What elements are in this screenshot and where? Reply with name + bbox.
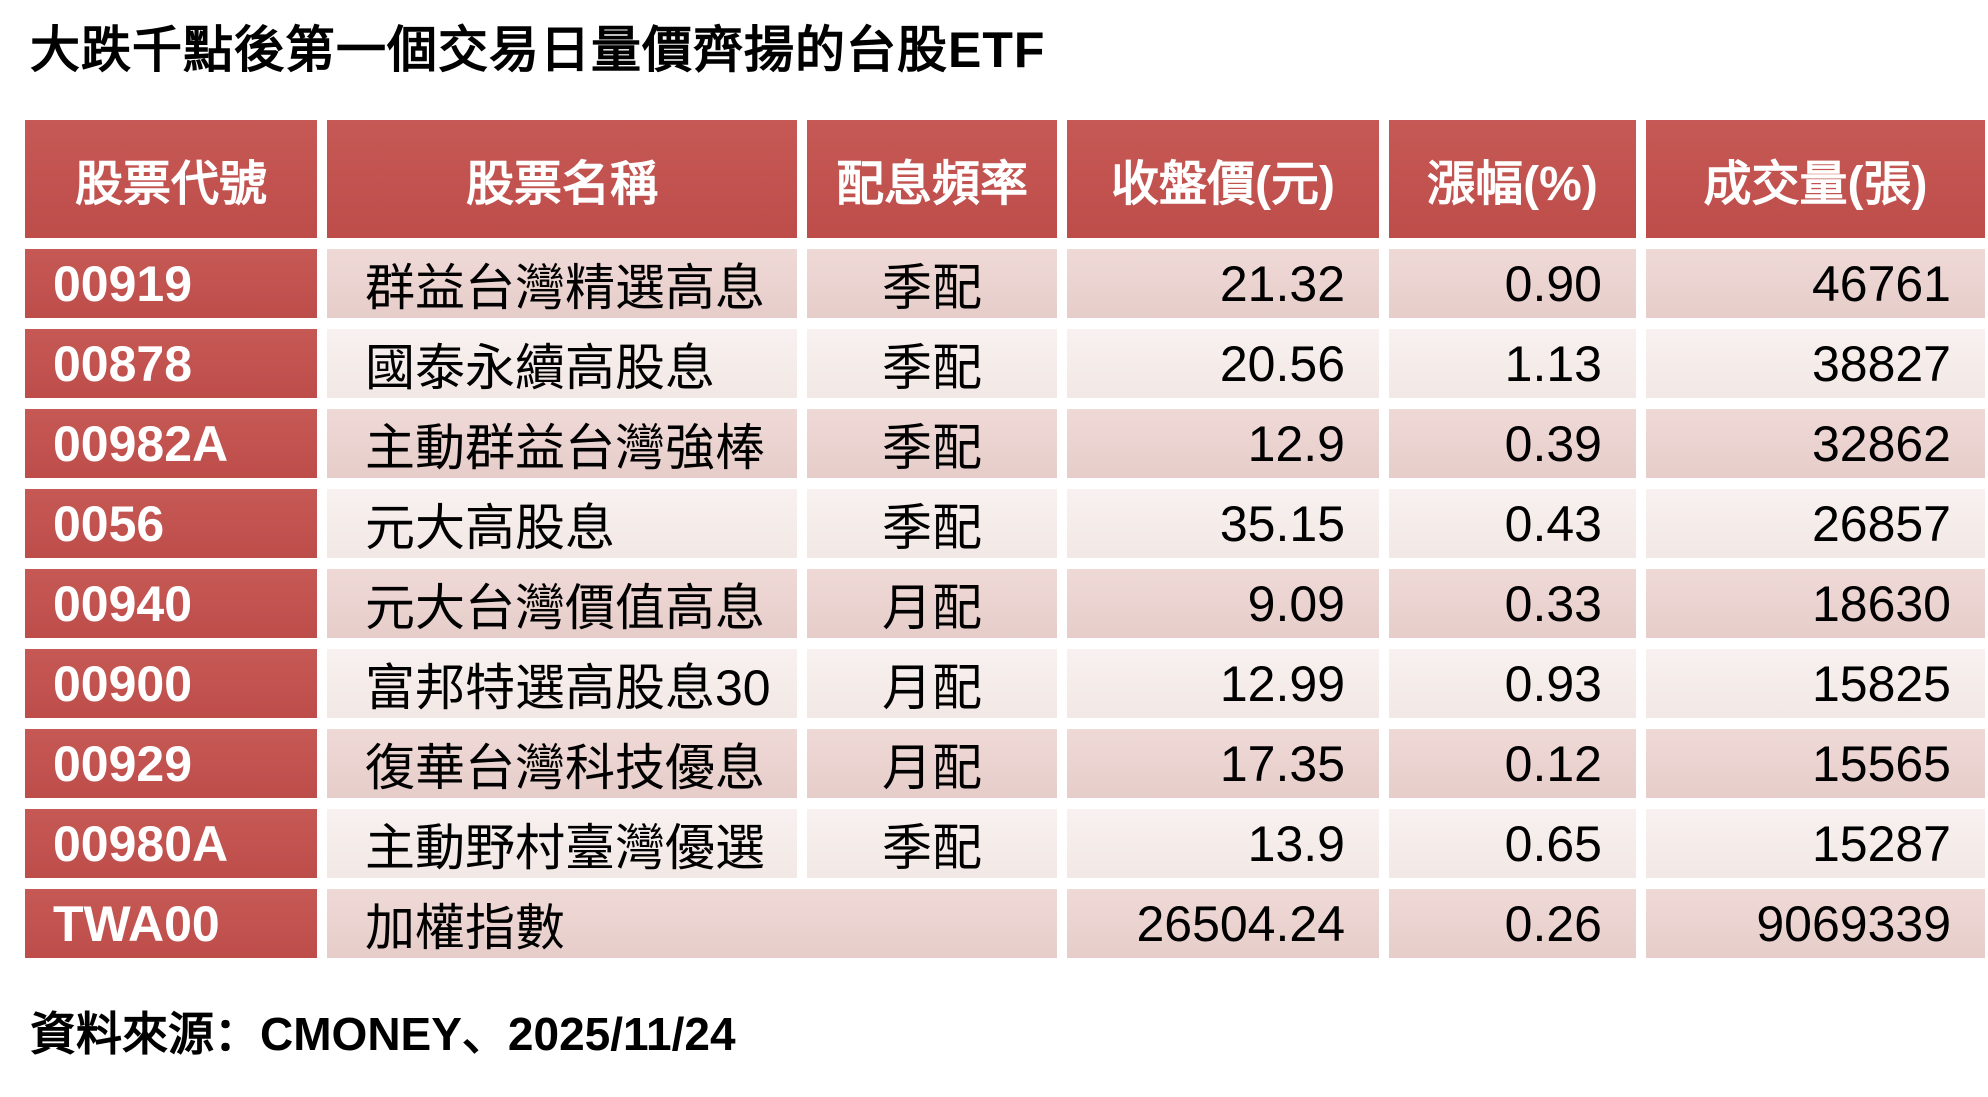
cell-name: 主動群益台灣強棒: [327, 409, 797, 478]
cell-change: 0.26: [1389, 889, 1636, 958]
column-header-volume: 成交量(張): [1646, 120, 1985, 238]
cell-freq: 季配: [807, 409, 1057, 478]
cell-volume: 15287: [1646, 809, 1985, 878]
cell-change: 0.39: [1389, 409, 1636, 478]
cell-volume: 18630: [1646, 569, 1985, 638]
column-header-freq: 配息頻率: [807, 120, 1057, 238]
column-header-name: 股票名稱: [327, 120, 797, 238]
cell-change: 0.43: [1389, 489, 1636, 558]
cell-freq: 季配: [807, 809, 1057, 878]
cell-close: 26504.24: [1067, 889, 1379, 958]
cell-freq: 季配: [807, 329, 1057, 398]
cell-freq: 季配: [807, 249, 1057, 318]
etf-table: 股票代號 股票名稱 配息頻率 收盤價(元) 漲幅(%) 成交量(張) 00919…: [25, 120, 1985, 958]
cell-volume: 32862: [1646, 409, 1985, 478]
cell-change: 1.13: [1389, 329, 1636, 398]
cell-close: 35.15: [1067, 489, 1379, 558]
cell-code: 00940: [25, 569, 317, 638]
cell-name: 主動野村臺灣優選: [327, 809, 797, 878]
cell-change: 0.33: [1389, 569, 1636, 638]
cell-code: 00982A: [25, 409, 317, 478]
cell-name: 國泰永續高股息: [327, 329, 797, 398]
cell-name: 元大台灣價值高息: [327, 569, 797, 638]
column-header-change: 漲幅(%): [1389, 120, 1636, 238]
cell-volume: 9069339: [1646, 889, 1985, 958]
cell-freq: 季配: [807, 489, 1057, 558]
cell-close: 12.99: [1067, 649, 1379, 718]
cell-volume: 46761: [1646, 249, 1985, 318]
cell-code: 00980A: [25, 809, 317, 878]
cell-freq: 月配: [807, 569, 1057, 638]
cell-code: 00919: [25, 249, 317, 318]
cell-volume: 26857: [1646, 489, 1985, 558]
cell-close: 12.9: [1067, 409, 1379, 478]
cell-code: TWA00: [25, 889, 317, 958]
cell-name: 復華台灣科技優息: [327, 729, 797, 798]
cell-volume: 15565: [1646, 729, 1985, 798]
cell-code: 00900: [25, 649, 317, 718]
data-source-note: 資料來源：CMONEY、2025/11/24: [30, 1008, 736, 1060]
cell-change: 0.65: [1389, 809, 1636, 878]
cell-name: 加權指數: [327, 889, 1057, 958]
cell-code: 0056: [25, 489, 317, 558]
cell-name: 群益台灣精選高息: [327, 249, 797, 318]
cell-change: 0.12: [1389, 729, 1636, 798]
cell-code: 00929: [25, 729, 317, 798]
page-title: 大跌千點後第一個交易日量價齊揚的台股ETF: [30, 22, 1046, 78]
cell-close: 9.09: [1067, 569, 1379, 638]
cell-close: 17.35: [1067, 729, 1379, 798]
cell-freq: 月配: [807, 649, 1057, 718]
cell-name: 富邦特選高股息30: [327, 649, 797, 718]
cell-name: 元大高股息: [327, 489, 797, 558]
column-header-close: 收盤價(元): [1067, 120, 1379, 238]
cell-close: 13.9: [1067, 809, 1379, 878]
cell-volume: 38827: [1646, 329, 1985, 398]
cell-change: 0.90: [1389, 249, 1636, 318]
cell-close: 20.56: [1067, 329, 1379, 398]
cell-freq: 月配: [807, 729, 1057, 798]
cell-close: 21.32: [1067, 249, 1379, 318]
column-header-code: 股票代號: [25, 120, 317, 238]
cell-volume: 15825: [1646, 649, 1985, 718]
cell-code: 00878: [25, 329, 317, 398]
cell-change: 0.93: [1389, 649, 1636, 718]
